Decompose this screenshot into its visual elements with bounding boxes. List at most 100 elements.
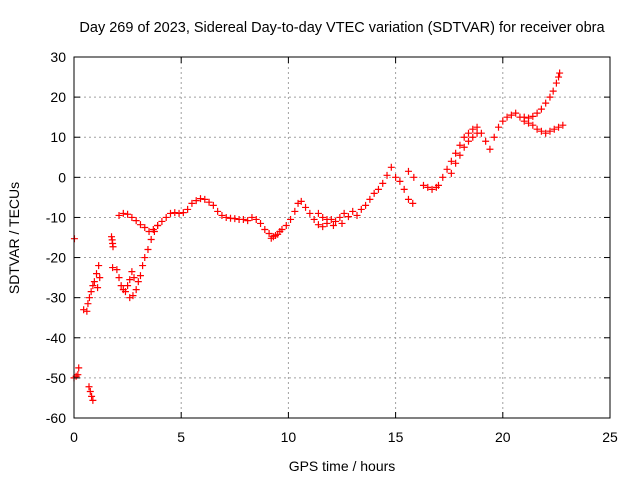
data-point [87,288,95,296]
data-point [109,264,117,272]
data-point [559,121,567,129]
data-point [443,165,451,173]
data-point [248,213,256,221]
data-point [222,213,230,221]
data-point [171,209,179,217]
data-point [94,284,102,292]
data-point [383,171,391,179]
data-point [136,272,144,280]
data-point [332,217,340,225]
y-tick-label: 30 [50,49,66,65]
data-point [134,278,142,286]
data-point [353,211,361,219]
data-point [338,219,346,227]
y-tick-label: -40 [46,330,66,346]
data-point [86,388,94,396]
data-point [149,225,157,233]
data-point [503,113,511,121]
data-point [282,221,290,229]
data-point [141,223,149,231]
data-point [464,129,472,137]
data-point [95,262,103,270]
data-point [136,221,144,229]
data-point [141,254,149,262]
x-tick-label: 5 [177,429,185,445]
data-point [121,288,129,296]
data-point [147,236,155,244]
data-point [205,198,213,206]
data-point [374,185,382,193]
data-point [218,211,226,219]
data-point [456,141,464,149]
data-point [80,306,88,314]
data-point [209,201,217,209]
data-point [239,215,247,223]
data-point [90,278,98,286]
data-point [83,307,91,315]
data-point [132,217,140,225]
data-point [555,73,563,81]
x-tick-label: 20 [495,429,511,445]
data-point [549,87,557,95]
data-point [447,157,455,165]
data-point [542,99,550,107]
data-point [370,189,378,197]
axis-ticks: 0 5 10 15 20 25 -60 -50 -40 -30 -20 -10 0 10 20 30 [46,49,618,445]
data-point [319,223,327,231]
data-point [109,243,117,251]
data-point [409,199,417,207]
chart-title: Day 269 of 2023, Sidereal Day-to-day VTE… [79,20,605,36]
data-point [546,127,554,135]
data-point [302,203,310,211]
data-point [362,201,370,209]
data-point [252,215,260,223]
data-point [537,105,545,113]
data-point [124,282,132,290]
data-point [456,151,464,159]
data-point [257,219,265,227]
data-point [319,213,327,221]
data-point [464,137,472,145]
data-point [192,197,200,205]
y-axis-label: SDTVAR / TECUs [6,182,22,294]
data-point [323,215,331,223]
data-point [357,205,365,213]
data-point [460,143,468,151]
data-point [529,121,537,129]
data-point [115,211,123,219]
data-point [179,209,187,217]
data-point [555,123,563,131]
data-point [404,195,412,203]
plot-frame [73,56,611,419]
data-point [512,109,520,117]
data-point [499,117,507,125]
data-point [261,225,269,233]
data-point [507,111,515,119]
data-point [473,129,481,137]
data-point [400,185,408,193]
data-point [291,207,299,215]
data-point [452,159,460,167]
y-tick-label: -10 [46,209,66,225]
data-point [117,282,125,290]
data-point [119,209,127,217]
data-point [128,213,136,221]
data-point [113,266,121,274]
data-point [84,300,92,308]
data-point [490,133,498,141]
data-point [439,173,447,181]
data-point [387,163,395,171]
data-point [158,217,166,225]
data-point [132,286,140,294]
data-point [344,213,352,221]
data-point [231,215,239,223]
y-tick-label: 0 [58,169,66,185]
x-axis-label: GPS time / hours [289,458,396,474]
data-point [556,69,564,77]
data-point [126,276,134,284]
data-point [162,213,170,221]
data-point [469,125,477,133]
data-point [424,183,432,191]
data-point [392,173,400,181]
